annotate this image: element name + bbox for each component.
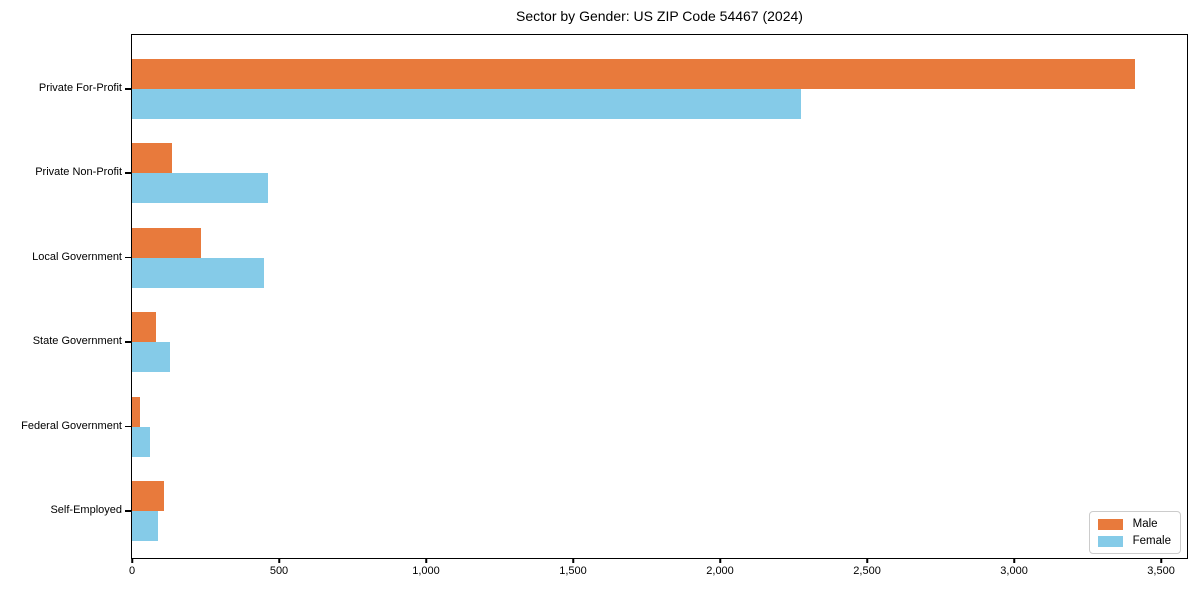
x-axis-tick-label: 2,500 (853, 565, 881, 577)
category-label-0: Private For-Profit (38, 82, 122, 94)
x-axis-tick (572, 558, 574, 563)
bars-layer (132, 35, 1187, 558)
category-label-1: Private Non-Profit (35, 166, 122, 179)
y-axis-tick (124, 425, 131, 428)
x-axis-tick (866, 558, 868, 563)
bar-female-0 (132, 89, 802, 119)
x-axis-tick (425, 558, 427, 563)
legend-label-male: Male (1132, 518, 1158, 530)
category-label-4: Federal Government (21, 419, 122, 432)
y-axis-tick (124, 510, 131, 512)
legend-row-male: Male (1097, 518, 1171, 530)
y-axis-tick (124, 256, 131, 259)
category-label-3: State Government (32, 335, 122, 348)
bar-male-3 (132, 312, 157, 343)
legend: Male Female (1088, 511, 1181, 554)
x-axis-tick (1013, 558, 1015, 563)
x-axis-tick (719, 558, 721, 563)
y-axis-category-labels: Private For-Profit Private Non-Profit Loca… (0, 34, 122, 559)
chart-title: Sector by Gender: US ZIP Code 54467 (202… (516, 8, 803, 24)
x-axis-tick-label: 1,500 (559, 565, 587, 577)
legend-label-female: Female (1132, 535, 1171, 547)
bar-male-0 (132, 59, 1136, 89)
category-label-5: Self-Employed (50, 504, 122, 516)
legend-swatch-female (1097, 535, 1123, 547)
category-label-2: Local Government (32, 250, 122, 263)
y-axis-tick (124, 88, 131, 90)
legend-row-female: Female (1097, 535, 1171, 547)
bar-female-2 (132, 257, 264, 288)
x-axis-tick (1160, 558, 1162, 563)
legend-swatch-male (1097, 518, 1123, 530)
x-axis-tick (278, 558, 280, 563)
bar-male-2 (132, 227, 202, 258)
bar-female-3 (132, 342, 170, 373)
bar-male-5 (132, 481, 164, 511)
plot-area: Male Female 0 500 1,000 1,500 2,000 2,500 3,000… (124, 34, 1188, 577)
x-axis-tick-label: 1,000 (412, 565, 440, 577)
bar-male-4 (132, 396, 140, 427)
y-axis-tick (124, 172, 131, 174)
bar-female-4 (132, 426, 150, 457)
bar-female-1 (132, 173, 268, 204)
x-axis-tick (131, 558, 133, 563)
x-axis-tick-label: 0 (128, 565, 136, 577)
x-axis-tick-label: 2,000 (706, 565, 734, 577)
x-axis-tick-label: 3,500 (1147, 565, 1175, 577)
x-axis-tick-label: 3,000 (1000, 565, 1028, 577)
bar-male-1 (132, 143, 172, 174)
bar-female-5 (132, 511, 158, 541)
y-axis-tick (124, 341, 131, 343)
x-axis-tick-label: 500 (269, 565, 289, 577)
